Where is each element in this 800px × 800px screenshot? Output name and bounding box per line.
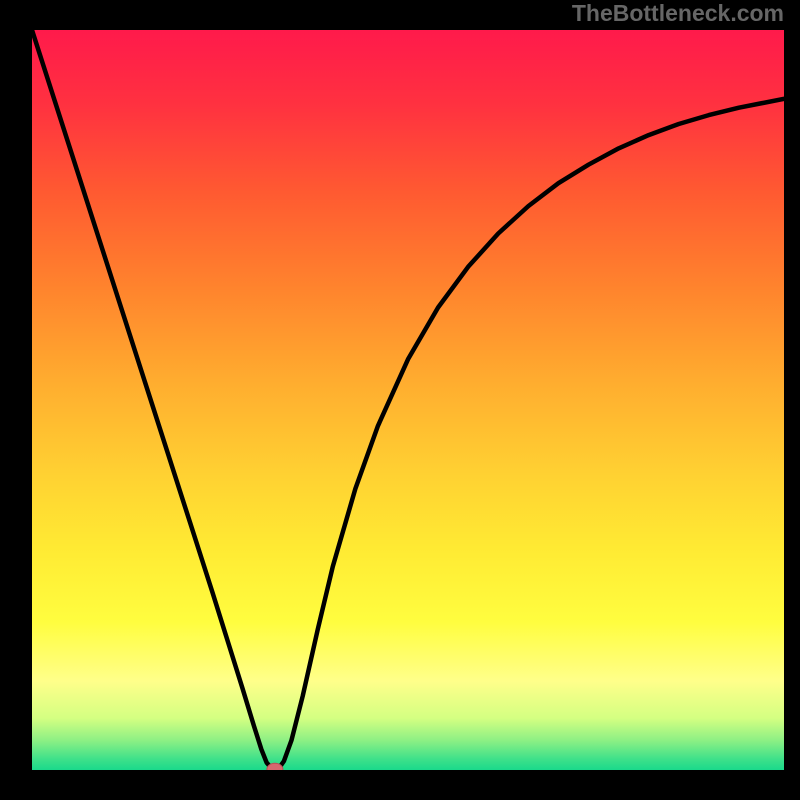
curve-layer	[32, 30, 784, 770]
attribution-text: TheBottleneck.com	[572, 0, 784, 27]
bottleneck-curve	[32, 30, 784, 770]
chart-plot-area	[32, 30, 784, 770]
